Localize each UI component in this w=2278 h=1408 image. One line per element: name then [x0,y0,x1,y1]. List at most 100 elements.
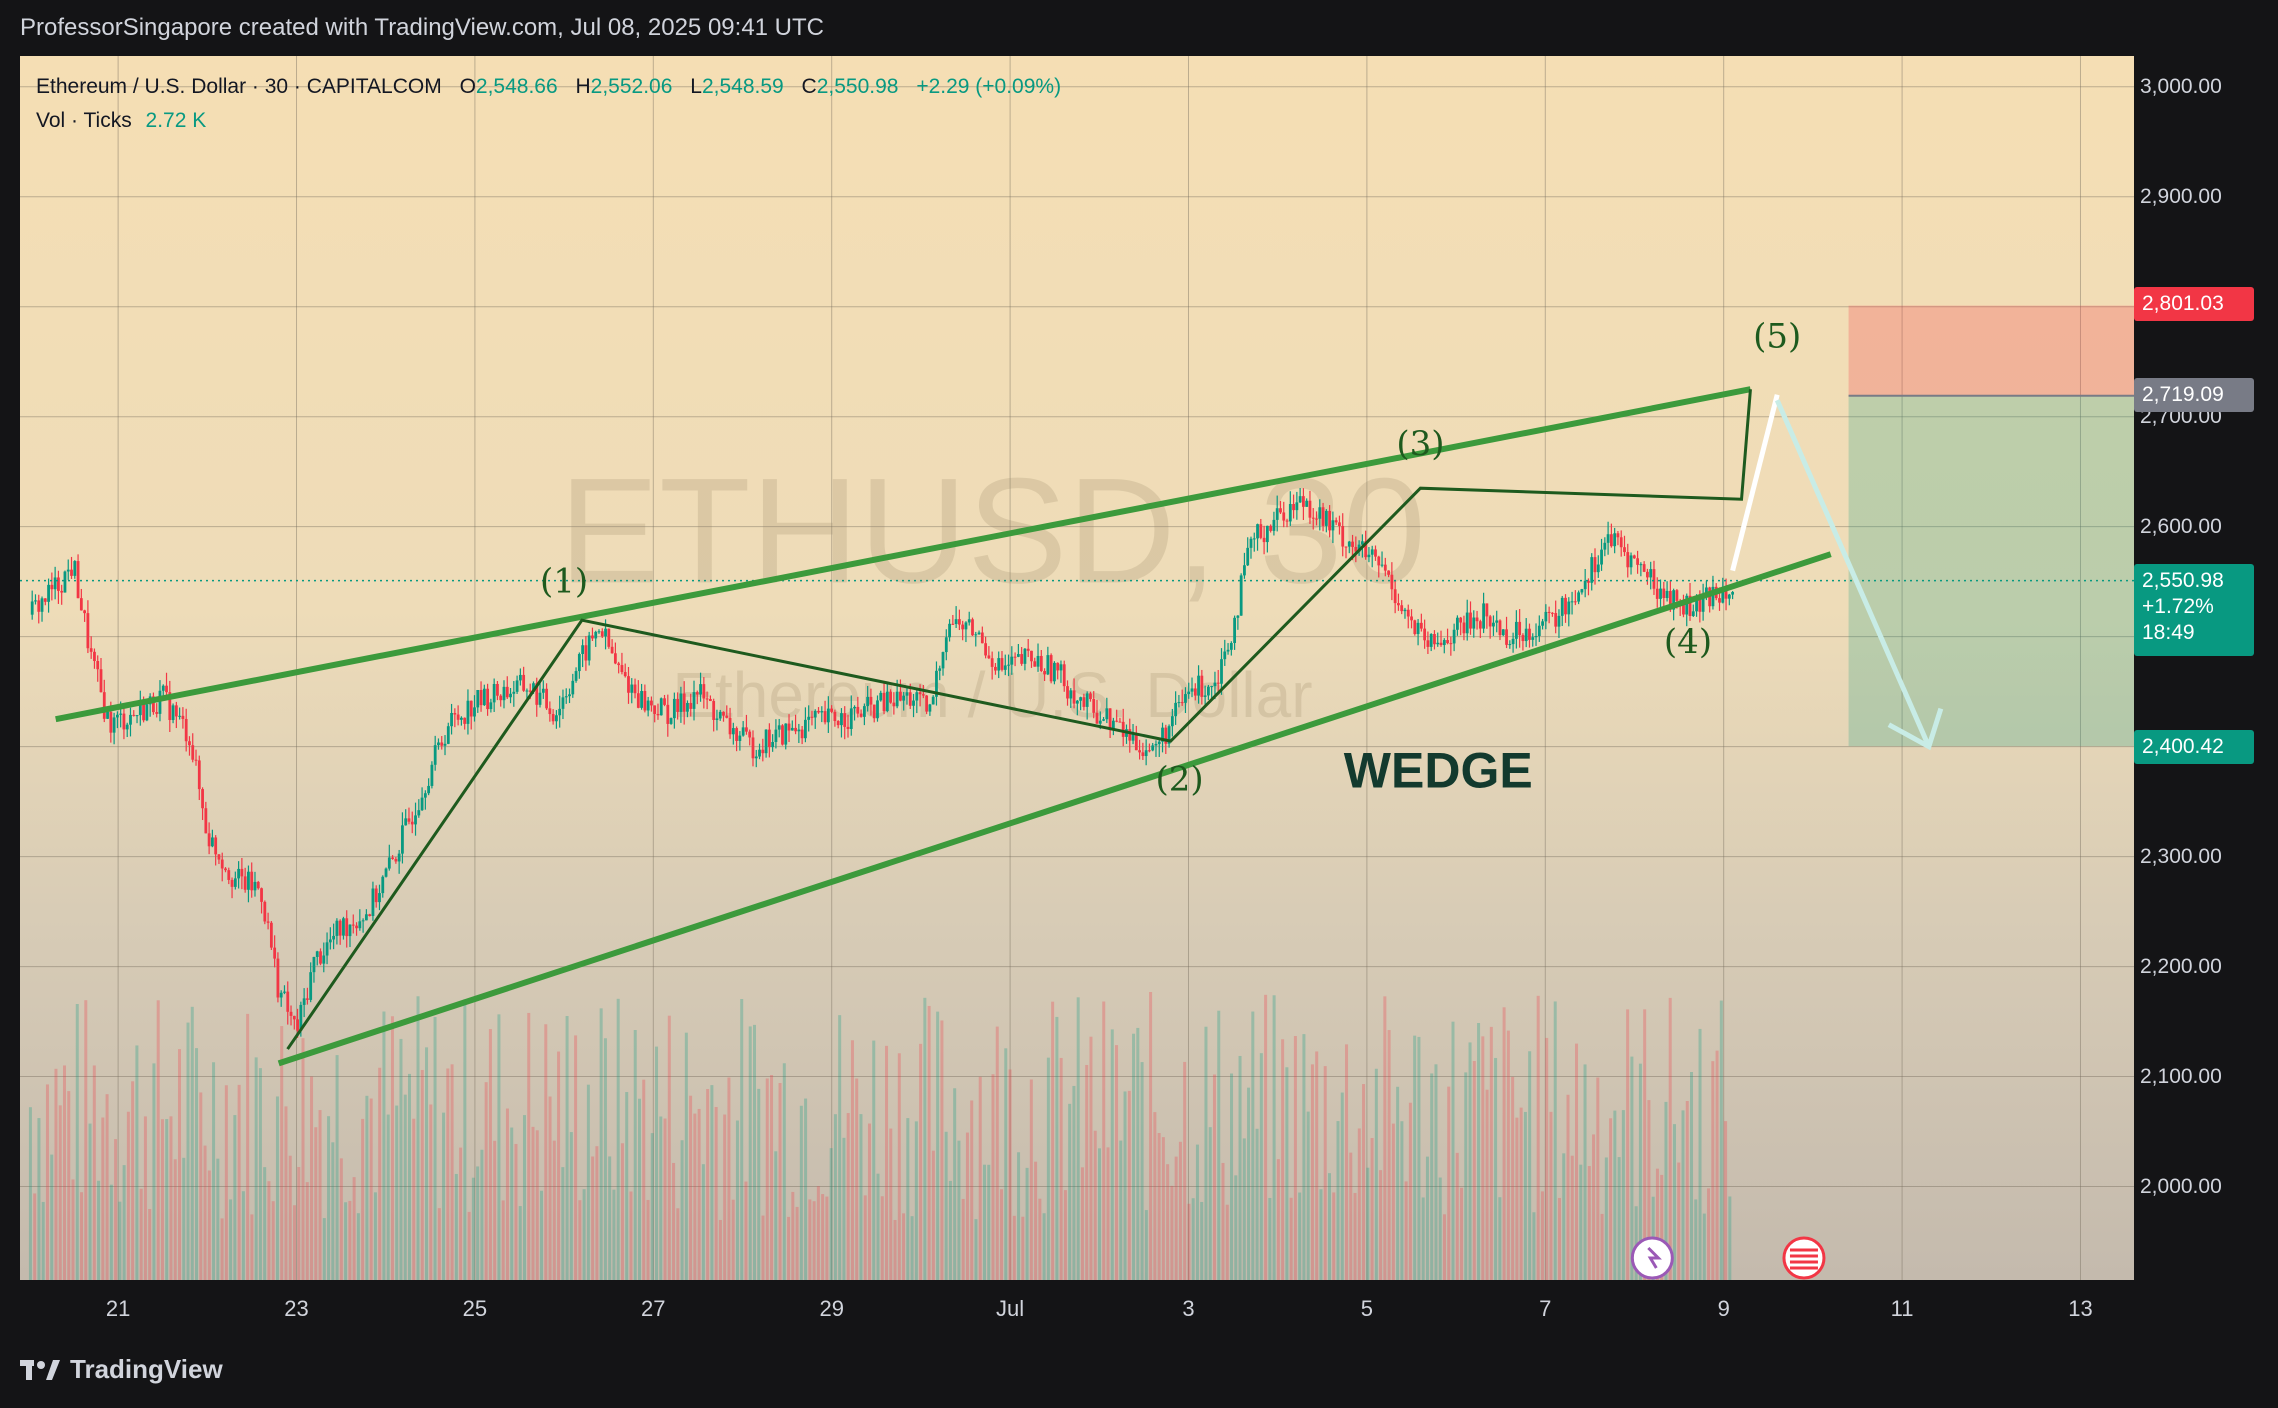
volume-bar [1144,1210,1148,1280]
volume-bar [339,1158,343,1280]
candle-body [1197,675,1200,696]
volume-bar [156,1000,160,1280]
candle-body [1698,597,1702,612]
candle-body [895,691,899,707]
legend-symbol[interactable]: Ethereum / U.S. Dollar · 30 · CAPITALCOM [36,75,442,98]
chart-pane[interactable]: ETHUSD, 30 Ethereum / U.S. Dollar (1) (2) (3… [20,56,2134,1280]
candle-body [722,711,725,716]
volume-bar [855,1078,859,1280]
candle-body [1128,729,1132,741]
volume-bar [433,1017,437,1280]
volume-bar [778,1083,782,1280]
candle-body [479,690,483,706]
candle-body [1478,621,1482,629]
candle-body [545,688,548,709]
volume-bar [505,1108,509,1280]
volume-bar [216,1158,220,1280]
volume-bar [305,1182,309,1280]
candle-body [423,793,427,798]
candle-body [1062,664,1066,687]
volume-bar [395,1105,399,1280]
volume-bar [876,1173,880,1280]
candle-body [984,643,988,656]
brand-name: TradingView [70,1354,223,1384]
volume-bar [740,999,744,1280]
candle-body [1573,601,1577,603]
price-axis[interactable] [2134,56,2258,1336]
volume-bar [1647,1100,1651,1280]
volume-bar [122,1165,126,1280]
candle-body [345,918,349,937]
candle-body [509,693,512,698]
candle-body [106,711,109,719]
candle-body [515,680,519,692]
candle-body [1243,565,1246,576]
volume-bar [1042,1213,1046,1280]
candle-body [1731,592,1735,595]
volume-bar [850,1040,854,1280]
candle-body [129,714,132,725]
tradingview-brand[interactable]: TradingView [20,1354,223,1385]
volume-bar [629,1191,633,1280]
candle-body [689,702,693,709]
candle-body [99,669,103,693]
volume-bar [927,1005,931,1280]
volume-bar [676,1208,680,1280]
candle-body [1262,537,1266,543]
volume-bar [1613,1110,1617,1280]
volume-bar [62,1065,66,1280]
volume-bar [948,1180,952,1280]
volume-bar [1690,1072,1694,1280]
candle-body [728,717,732,735]
volume-bar [1259,1053,1263,1280]
volume-bar [335,1055,339,1280]
candle-body [1269,525,1273,531]
volume-bar [804,1098,808,1280]
candle-body [63,571,67,593]
candle-body [53,577,57,590]
volume-bar [1315,1051,1319,1280]
candle-body [138,702,142,716]
volume-bar [1097,1148,1101,1280]
tradingview-logo-icon [20,1359,60,1380]
wedge-upper-line [55,386,1752,723]
candle-body [1193,688,1197,696]
candle-body [306,998,309,1000]
candle-body [273,947,277,959]
candle-body [1662,588,1666,599]
volume-bar [97,1180,101,1280]
legend-volume-label[interactable]: Vol · Ticks [36,109,132,132]
candle-body [1161,727,1164,742]
volume-bar [310,1076,314,1280]
volume-bar [220,1218,224,1280]
volume-bar [186,1022,190,1280]
candle-body [60,590,64,593]
candle-body [1596,564,1600,573]
candle-body [1554,613,1558,627]
candle-body [915,692,919,701]
candle-body [636,693,640,708]
candle-body [1642,564,1646,572]
volume-bar [177,1049,181,1280]
volume-bar [1557,1197,1561,1280]
candle-body [93,651,96,662]
candle-body [73,561,77,576]
candle-body [1098,720,1102,724]
candle-body [708,698,712,702]
candle-body [1288,504,1292,522]
candle-body [1718,598,1721,603]
candle-body [283,991,286,993]
volume-bar [1566,1094,1570,1280]
us-flag-event-icon[interactable] [1782,1236,1826,1280]
time-axis[interactable] [20,1280,2134,1336]
candle-body [1138,750,1141,753]
candle-body [1334,520,1338,523]
candle-body [1285,520,1289,522]
candle-body [168,692,172,721]
volume-bar [1298,1192,1302,1280]
volume-bar [1587,1166,1591,1280]
volume-bar [1502,1007,1506,1280]
volume-bar [241,1191,245,1280]
candle-body [561,697,565,709]
